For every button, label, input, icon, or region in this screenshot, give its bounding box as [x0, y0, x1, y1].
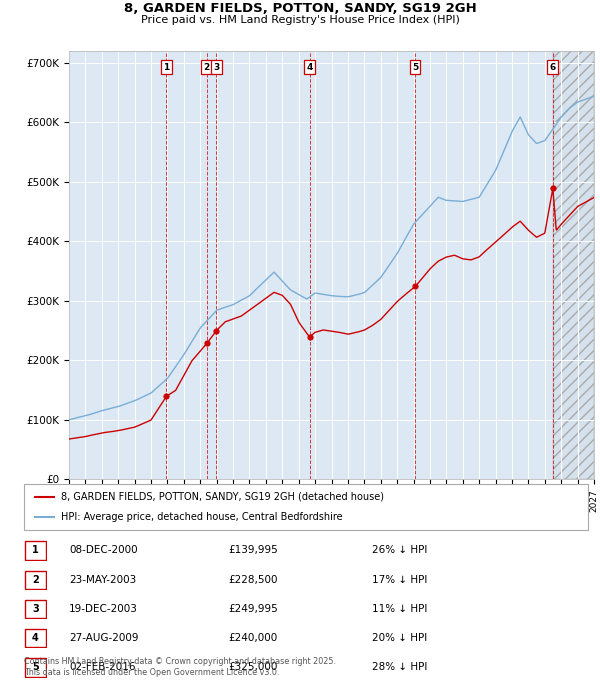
Text: 19-DEC-2003: 19-DEC-2003 — [69, 604, 138, 614]
Text: Contains HM Land Registry data © Crown copyright and database right 2025.
This d: Contains HM Land Registry data © Crown c… — [24, 657, 336, 677]
FancyBboxPatch shape — [24, 484, 588, 530]
Text: 27-AUG-2009: 27-AUG-2009 — [69, 633, 139, 643]
Text: Price paid vs. HM Land Registry's House Price Index (HPI): Price paid vs. HM Land Registry's House … — [140, 15, 460, 25]
FancyBboxPatch shape — [25, 629, 46, 647]
FancyBboxPatch shape — [25, 541, 46, 560]
Text: 8, GARDEN FIELDS, POTTON, SANDY, SG19 2GH (detached house): 8, GARDEN FIELDS, POTTON, SANDY, SG19 2G… — [61, 492, 383, 502]
Text: £325,000: £325,000 — [228, 662, 277, 673]
FancyBboxPatch shape — [25, 600, 46, 618]
Text: 8, GARDEN FIELDS, POTTON, SANDY, SG19 2GH: 8, GARDEN FIELDS, POTTON, SANDY, SG19 2G… — [124, 2, 476, 15]
Bar — [553, 51, 594, 479]
Text: 1: 1 — [32, 545, 39, 556]
Text: 3: 3 — [213, 63, 219, 71]
Bar — [553, 51, 594, 479]
Text: £240,000: £240,000 — [228, 633, 277, 643]
Text: HPI: Average price, detached house, Central Bedfordshire: HPI: Average price, detached house, Cent… — [61, 513, 342, 522]
Text: 26% ↓ HPI: 26% ↓ HPI — [372, 545, 427, 556]
Text: 4: 4 — [307, 63, 313, 71]
Text: £139,995: £139,995 — [228, 545, 278, 556]
Text: 23-MAY-2003: 23-MAY-2003 — [69, 575, 136, 585]
Text: 02-FEB-2016: 02-FEB-2016 — [69, 662, 136, 673]
Text: 11% ↓ HPI: 11% ↓ HPI — [372, 604, 427, 614]
Text: 17% ↓ HPI: 17% ↓ HPI — [372, 575, 427, 585]
Text: 6: 6 — [550, 63, 556, 71]
Text: 4: 4 — [32, 633, 39, 643]
FancyBboxPatch shape — [25, 571, 46, 589]
Text: 5: 5 — [412, 63, 418, 71]
Text: 20% ↓ HPI: 20% ↓ HPI — [372, 633, 427, 643]
Text: £228,500: £228,500 — [228, 575, 277, 585]
Text: 2: 2 — [203, 63, 210, 71]
Text: 1: 1 — [163, 63, 170, 71]
Text: £249,995: £249,995 — [228, 604, 278, 614]
Text: 2: 2 — [32, 575, 39, 585]
Text: 5: 5 — [32, 662, 39, 673]
Text: 3: 3 — [32, 604, 39, 614]
Text: 08-DEC-2000: 08-DEC-2000 — [69, 545, 137, 556]
FancyBboxPatch shape — [25, 658, 46, 677]
Text: 28% ↓ HPI: 28% ↓ HPI — [372, 662, 427, 673]
